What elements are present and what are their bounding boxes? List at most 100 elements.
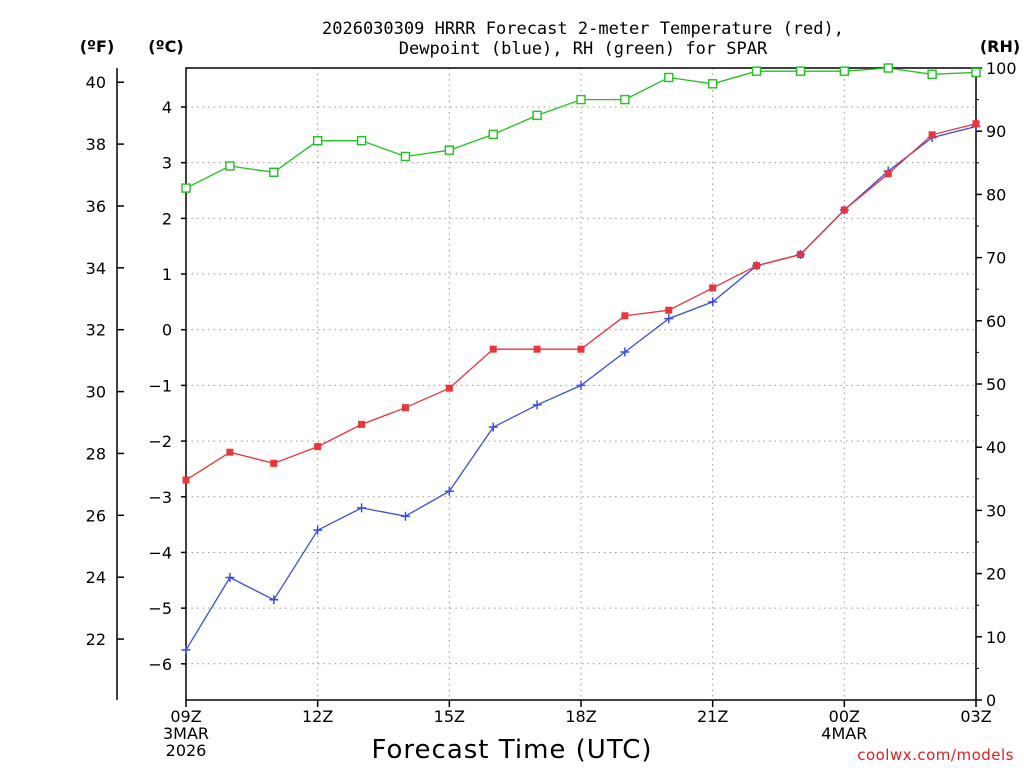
celsius-tick-label: 1 bbox=[162, 265, 172, 284]
x-tick-label: 15Z bbox=[434, 707, 465, 726]
temperature-point bbox=[314, 443, 322, 451]
temperature-point bbox=[709, 284, 717, 292]
rh-tick-label: 90 bbox=[986, 122, 1006, 141]
rh-point bbox=[664, 72, 674, 83]
celsius-tick-label: −3 bbox=[148, 488, 172, 507]
celsius-tick-label: 0 bbox=[162, 321, 172, 340]
fahrenheit-tick-label: 32 bbox=[86, 321, 106, 340]
fahrenheit-tick-label: 28 bbox=[86, 444, 106, 463]
temperature-point bbox=[796, 251, 804, 259]
series-layer bbox=[181, 63, 981, 655]
rh-point bbox=[576, 94, 586, 105]
fahrenheit-unit-label: (ºF) bbox=[80, 37, 115, 56]
rh-point bbox=[269, 167, 279, 177]
rh-point bbox=[356, 135, 367, 146]
dewpoint-point bbox=[181, 645, 191, 655]
temperature-point bbox=[358, 420, 366, 428]
rh-point bbox=[927, 69, 937, 80]
dewpoint-point bbox=[532, 400, 542, 410]
temperature-point bbox=[577, 345, 585, 353]
temperature-point bbox=[401, 404, 409, 412]
celsius-unit-label: (ºC) bbox=[148, 37, 183, 56]
dewpoint-point bbox=[488, 422, 498, 432]
temperature-point bbox=[928, 131, 936, 139]
rh-tick-label: 60 bbox=[986, 312, 1006, 331]
temperature-point bbox=[226, 448, 234, 456]
rh-point bbox=[532, 110, 542, 121]
temperature-point bbox=[665, 306, 673, 314]
dewpoint-point bbox=[225, 572, 235, 582]
dewpoint-point bbox=[664, 314, 674, 324]
x-tick-date-label: 4MAR bbox=[821, 724, 867, 743]
x-tick-label: 00Z bbox=[829, 707, 860, 726]
rh-point bbox=[795, 66, 806, 76]
grid-lines bbox=[186, 68, 976, 700]
x-tick-date-label: 3MAR bbox=[163, 724, 209, 743]
x-tick-label: 12Z bbox=[302, 707, 333, 726]
rh-tick-label: 10 bbox=[986, 628, 1006, 647]
celsius-tick-label: −2 bbox=[148, 432, 172, 451]
fahrenheit-tick-label: 24 bbox=[86, 568, 106, 587]
rh-line bbox=[185, 67, 977, 189]
rh-point bbox=[707, 79, 718, 89]
rh-point bbox=[225, 161, 235, 171]
rh-tick-label: 20 bbox=[986, 565, 1006, 584]
dewpoint-point bbox=[708, 297, 718, 307]
rh-tick-label: 100 bbox=[986, 59, 1017, 78]
temperature-point bbox=[489, 345, 497, 353]
rh-tick-label: 80 bbox=[986, 185, 1006, 204]
credit-link[interactable]: coolwx.com/models bbox=[857, 746, 1014, 764]
temperature-point bbox=[182, 476, 190, 484]
fahrenheit-tick-label: 36 bbox=[86, 197, 106, 216]
rh-point bbox=[839, 66, 850, 76]
temperature-point bbox=[840, 206, 848, 214]
temperature-point bbox=[884, 170, 892, 178]
dewpoint-point bbox=[576, 380, 586, 390]
chart-title-line1: 2026030309 HRRR Forecast 2-meter Tempera… bbox=[322, 19, 844, 39]
celsius-tick-label: 3 bbox=[162, 154, 172, 173]
dewpoint-point bbox=[444, 486, 454, 496]
fahrenheit-tick-label: 34 bbox=[86, 259, 106, 278]
x-tick-label: 09Z bbox=[170, 707, 201, 726]
rh-point bbox=[620, 94, 630, 105]
fahrenheit-tick-label: 38 bbox=[86, 135, 106, 154]
rh-point bbox=[400, 151, 411, 162]
dewpoint-point bbox=[357, 503, 367, 513]
celsius-tick-label: 4 bbox=[162, 98, 172, 117]
rh-tick-label: 70 bbox=[986, 249, 1006, 268]
rh-tick-label: 40 bbox=[986, 438, 1006, 457]
rh-point bbox=[883, 63, 893, 73]
celsius-tick-label: −4 bbox=[148, 543, 172, 562]
dewpoint-point bbox=[269, 595, 279, 605]
rh-tick-label: 0 bbox=[986, 691, 996, 710]
fahrenheit-tick-label: 26 bbox=[86, 506, 106, 525]
temperature-point bbox=[533, 345, 541, 353]
celsius-tick-label: −1 bbox=[148, 376, 172, 395]
fahrenheit-tick-label: 22 bbox=[86, 630, 106, 649]
rh-point bbox=[971, 67, 981, 78]
dewpoint-point bbox=[400, 511, 410, 521]
fahrenheit-tick-label: 30 bbox=[86, 383, 106, 402]
rh-unit-label: (RH) bbox=[980, 37, 1020, 56]
temperature-point bbox=[753, 262, 761, 270]
rh-point bbox=[181, 183, 191, 193]
x-tick-year-label: 2026 bbox=[166, 741, 207, 760]
celsius-tick-label: 2 bbox=[162, 209, 172, 228]
x-tick-label: 21Z bbox=[697, 707, 728, 726]
celsius-tick-label: −5 bbox=[148, 599, 172, 618]
rh-point bbox=[488, 129, 498, 140]
chart-title-line2: Dewpoint (blue), RH (green) for SPAR bbox=[399, 39, 768, 59]
dewpoint-point bbox=[620, 347, 630, 357]
rh-tick-label: 50 bbox=[986, 375, 1006, 394]
celsius-tick-label: −6 bbox=[148, 655, 172, 674]
dewpoint-point bbox=[313, 525, 323, 535]
temperature-point bbox=[972, 120, 980, 128]
rh-point bbox=[444, 145, 455, 155]
temperature-point bbox=[445, 384, 453, 392]
temperature-point bbox=[621, 312, 629, 320]
x-tick-label: 18Z bbox=[565, 707, 596, 726]
temperature-point bbox=[270, 459, 278, 467]
rh-point bbox=[751, 66, 762, 76]
